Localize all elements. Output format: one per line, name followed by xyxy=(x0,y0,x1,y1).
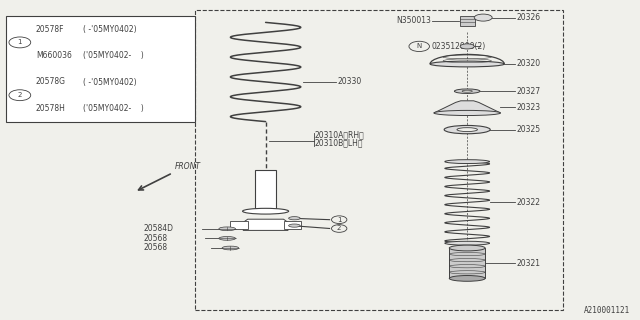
Ellipse shape xyxy=(454,89,480,93)
Polygon shape xyxy=(243,219,288,230)
Text: 20578G: 20578G xyxy=(36,77,66,86)
Text: FRONT: FRONT xyxy=(175,162,201,171)
Text: ('05MY0402-    ): ('05MY0402- ) xyxy=(83,104,143,113)
Text: 20578H: 20578H xyxy=(36,104,66,113)
Text: N: N xyxy=(417,44,422,49)
Bar xyxy=(230,221,248,229)
Bar xyxy=(255,170,276,211)
Text: 20323: 20323 xyxy=(516,103,541,112)
Ellipse shape xyxy=(449,276,485,281)
Text: ( -'05MY0402): ( -'05MY0402) xyxy=(83,77,136,86)
Text: 2: 2 xyxy=(18,92,22,98)
Bar xyxy=(6,16,195,122)
Ellipse shape xyxy=(219,227,236,231)
Ellipse shape xyxy=(243,208,289,214)
Text: 20326: 20326 xyxy=(516,13,541,22)
Text: 1: 1 xyxy=(17,39,22,45)
Text: ( -'05MY0402): ( -'05MY0402) xyxy=(83,25,136,34)
Ellipse shape xyxy=(289,217,300,220)
Ellipse shape xyxy=(449,245,485,251)
Ellipse shape xyxy=(430,61,504,67)
Text: 20568: 20568 xyxy=(144,244,168,252)
Text: 023512000(2): 023512000(2) xyxy=(432,42,486,51)
Text: 20325: 20325 xyxy=(516,125,541,134)
Text: 20568: 20568 xyxy=(144,234,168,243)
Text: 2: 2 xyxy=(337,226,341,231)
Ellipse shape xyxy=(445,241,490,245)
Ellipse shape xyxy=(444,125,490,134)
Polygon shape xyxy=(434,101,500,113)
Ellipse shape xyxy=(445,160,490,164)
Text: M660036: M660036 xyxy=(36,51,72,60)
Ellipse shape xyxy=(462,90,472,92)
Text: 20584D: 20584D xyxy=(144,224,174,233)
Ellipse shape xyxy=(289,224,300,227)
Ellipse shape xyxy=(219,236,236,240)
Ellipse shape xyxy=(434,110,500,116)
Bar xyxy=(449,248,485,278)
Text: 20327: 20327 xyxy=(516,87,541,96)
Text: 1: 1 xyxy=(337,217,342,223)
Text: 20320: 20320 xyxy=(516,60,541,68)
Text: N350013: N350013 xyxy=(396,16,431,25)
Text: 20310A〈RH〉: 20310A〈RH〉 xyxy=(315,131,365,140)
Bar xyxy=(460,16,475,26)
Ellipse shape xyxy=(457,128,477,132)
Ellipse shape xyxy=(474,14,492,21)
Ellipse shape xyxy=(222,246,239,250)
Text: ('05MY0402-    ): ('05MY0402- ) xyxy=(83,51,143,60)
Bar xyxy=(195,10,563,310)
Text: 20322: 20322 xyxy=(516,198,540,207)
Text: 20310B〈LH〉: 20310B〈LH〉 xyxy=(315,138,364,147)
Text: 20321: 20321 xyxy=(516,259,540,268)
Text: 20330: 20330 xyxy=(337,77,362,86)
Ellipse shape xyxy=(460,44,474,49)
Text: A210001121: A210001121 xyxy=(584,306,630,315)
Text: 20578F: 20578F xyxy=(36,25,65,34)
Bar xyxy=(284,221,301,229)
